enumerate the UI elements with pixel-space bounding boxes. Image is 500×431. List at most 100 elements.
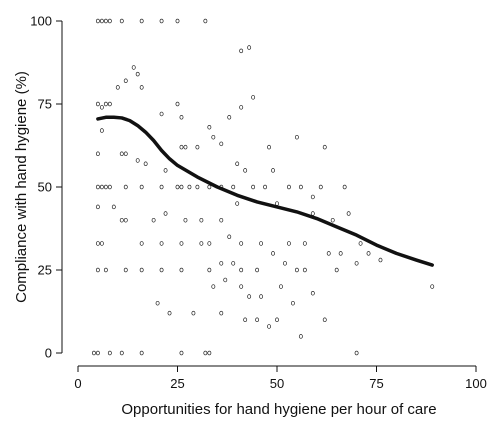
- data-point: [203, 18, 208, 24]
- data-point: [207, 184, 212, 190]
- data-point: [207, 241, 212, 246]
- data-point: [99, 18, 104, 24]
- data-point: [159, 184, 164, 190]
- data-point: [179, 267, 184, 273]
- data-point: [179, 241, 184, 246]
- data-point: [227, 234, 232, 240]
- data-point: [103, 184, 108, 190]
- data-point: [302, 267, 307, 273]
- data-point: [163, 211, 168, 216]
- data-point: [143, 161, 148, 167]
- data-point: [239, 241, 244, 246]
- data-point: [123, 267, 128, 273]
- data-point: [123, 151, 128, 157]
- data-point: [95, 204, 100, 210]
- data-point: [183, 217, 188, 223]
- data-point: [107, 350, 112, 356]
- data-point: [243, 317, 248, 323]
- data-point: [358, 241, 363, 246]
- data-point: [95, 350, 100, 356]
- data-point: [378, 257, 383, 263]
- data-point: [175, 184, 180, 190]
- data-point: [231, 184, 236, 190]
- data-point: [231, 261, 236, 266]
- data-point: [259, 241, 264, 246]
- data-point: [310, 194, 315, 200]
- data-point: [271, 168, 275, 173]
- data-point: [119, 350, 124, 356]
- data-point: [135, 71, 140, 77]
- data-point: [267, 144, 271, 150]
- data-point: [111, 204, 116, 210]
- axes-layer: 0 25 50 75 100 0 25 50 75 100: [30, 14, 487, 392]
- data-point: [119, 217, 124, 223]
- data-point: [247, 45, 252, 50]
- data-point: [239, 267, 244, 273]
- y-tick-label: 0: [45, 346, 52, 361]
- data-point: [91, 350, 96, 356]
- data-point: [167, 310, 172, 316]
- data-point: [131, 65, 136, 70]
- data-point: [95, 241, 100, 246]
- data-point: [251, 184, 256, 190]
- data-point: [330, 217, 335, 223]
- y-tick-label: 75: [38, 97, 52, 112]
- data-point: [338, 251, 343, 256]
- data-point: [211, 134, 216, 140]
- y-tick-label: 100: [30, 14, 52, 29]
- data-point: [159, 111, 164, 117]
- x-axis-title: Opportunities for hand hygiene per hour …: [121, 401, 436, 418]
- data-point: [159, 267, 164, 273]
- data-point: [99, 184, 104, 190]
- points-layer: [91, 18, 435, 356]
- data-point: [107, 18, 112, 24]
- data-point: [107, 101, 112, 107]
- x-tick-label: 75: [369, 376, 383, 391]
- data-point: [195, 144, 200, 150]
- data-point: [255, 317, 260, 323]
- data-point: [179, 144, 184, 150]
- data-point: [199, 217, 204, 223]
- data-point: [99, 241, 104, 246]
- data-point: [302, 241, 307, 246]
- y-tick-label: 25: [38, 263, 52, 278]
- data-point: [294, 267, 299, 273]
- data-point: [207, 350, 212, 356]
- data-point: [283, 261, 287, 266]
- data-point: [271, 251, 275, 256]
- data-point: [219, 310, 224, 316]
- data-point: [211, 284, 216, 289]
- data-point: [219, 217, 224, 223]
- data-point: [139, 241, 144, 246]
- data-point: [354, 261, 359, 266]
- data-point: [155, 300, 160, 306]
- data-point: [163, 168, 168, 173]
- x-tick-label: 0: [74, 376, 81, 391]
- data-point: [354, 350, 359, 356]
- data-point: [235, 161, 240, 167]
- x-tick-label: 100: [465, 376, 487, 391]
- data-point: [139, 267, 144, 273]
- data-point: [342, 184, 347, 190]
- data-point: [239, 48, 244, 54]
- data-point: [119, 151, 124, 157]
- data-point: [430, 284, 435, 289]
- data-point: [298, 334, 303, 339]
- data-point: [267, 324, 271, 329]
- data-point: [286, 184, 291, 190]
- data-point: [99, 128, 104, 133]
- data-point: [107, 184, 112, 190]
- data-point: [366, 251, 371, 256]
- data-point: [199, 241, 204, 246]
- x-tick-label: 25: [170, 376, 184, 391]
- data-point: [139, 18, 144, 24]
- data-point: [247, 294, 252, 299]
- data-point: [139, 184, 144, 190]
- data-point: [95, 18, 100, 24]
- trend-layer: [96, 115, 434, 267]
- y-tick-label: 50: [38, 180, 52, 195]
- data-point: [135, 158, 140, 163]
- y-axis-title: Compliance with hand hygiene (%): [13, 71, 30, 303]
